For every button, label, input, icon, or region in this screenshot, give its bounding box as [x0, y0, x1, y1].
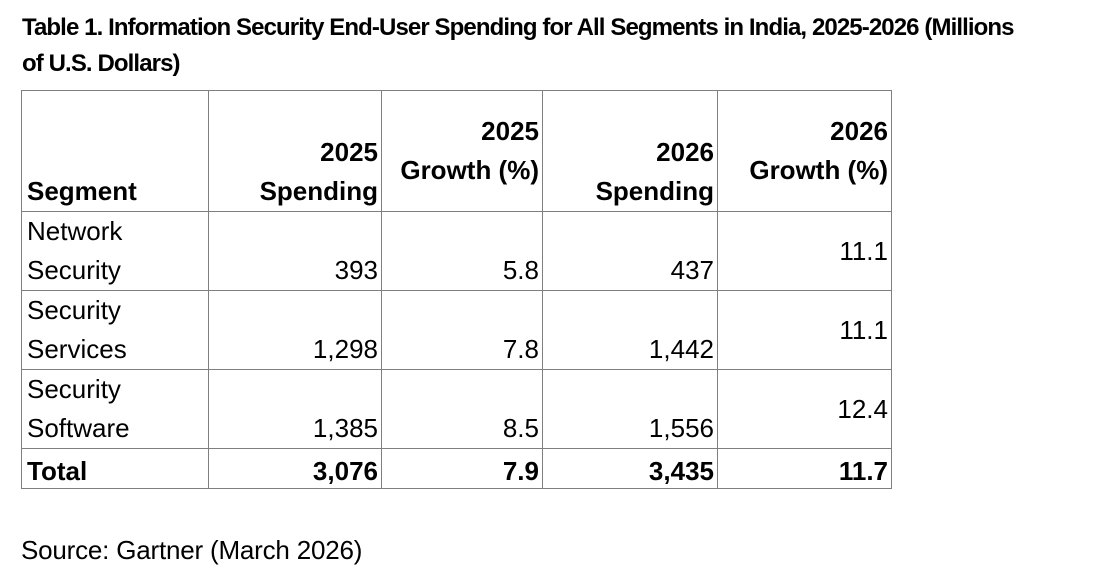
header-cell-2026-spending: 2026 Spending	[542, 90, 718, 212]
segment-line: Network	[27, 216, 123, 246]
header-line: 2026	[830, 116, 888, 146]
table-row-network-security: Network Security 393 5.8 437 11.1	[21, 211, 892, 291]
cell-2026-spending: 1,556	[542, 369, 718, 449]
header-line: Growth (%)	[400, 155, 539, 185]
header-row: Segment 2025 Spending 2025 Growth (%) 20…	[21, 90, 892, 212]
cell-2026-spending: 1,442	[542, 290, 718, 370]
cell-2026-growth-total: 11.7	[717, 448, 892, 489]
table-title-line-2: of U.S. Dollars)	[22, 50, 181, 77]
header-line: 2025	[320, 137, 378, 167]
cell-2026-spending: 437	[542, 211, 718, 291]
table-row-security-services: Security Services 1,298 7.8 1,442 11.1	[21, 290, 892, 370]
cell-2025-growth: 7.8	[381, 290, 543, 370]
cell-2025-growth: 8.5	[381, 369, 543, 449]
cell-2025-spending: 393	[208, 211, 382, 291]
table-title: Table 1. Information Security End-User S…	[22, 10, 1116, 82]
table-row-security-software: Security Software 1,385 8.5 1,556 12.4	[21, 369, 892, 449]
cell-segment: Network Security	[21, 211, 209, 291]
header-line: 2026	[656, 137, 714, 167]
segment-line: Security	[27, 295, 121, 325]
segment-line: Security	[27, 255, 121, 285]
header-line: Spending	[595, 176, 714, 206]
cell-2026-growth: 11.1	[717, 211, 892, 291]
cell-2025-spending: 1,298	[208, 290, 382, 370]
cell-2026-spending-total: 3,435	[542, 448, 718, 489]
cell-segment: Security Software	[21, 369, 209, 449]
segment-line: Services	[27, 334, 127, 364]
cell-2025-spending-total: 3,076	[208, 448, 382, 489]
cell-segment: Security Services	[21, 290, 209, 370]
header-cell-2026-growth: 2026 Growth (%)	[717, 90, 892, 212]
cell-2025-growth-total: 7.9	[381, 448, 543, 489]
cell-2025-spending: 1,385	[208, 369, 382, 449]
cell-2025-growth: 5.8	[381, 211, 543, 291]
table-row-total: Total 3,076 7.9 3,435 11.7	[21, 448, 892, 489]
cell-2026-growth: 11.1	[717, 290, 892, 370]
header-cell-2025-growth: 2025 Growth (%)	[381, 90, 543, 212]
spending-table: Segment 2025 Spending 2025 Growth (%) 20…	[21, 90, 892, 489]
cell-total-label: Total	[21, 448, 209, 489]
cell-2026-growth: 12.4	[717, 369, 892, 449]
table-title-line-1: Table 1. Information Security End-User S…	[22, 14, 1015, 41]
header-cell-segment: Segment	[21, 90, 209, 212]
segment-line: Security	[27, 374, 121, 404]
header-line: 2025	[481, 116, 539, 146]
segment-line: Software	[27, 413, 130, 443]
header-line: Growth (%)	[749, 155, 888, 185]
header-cell-2025-spending: 2025 Spending	[208, 90, 382, 212]
source-note: Source: Gartner (March 2026)	[21, 535, 363, 565]
header-line: Spending	[259, 176, 378, 206]
